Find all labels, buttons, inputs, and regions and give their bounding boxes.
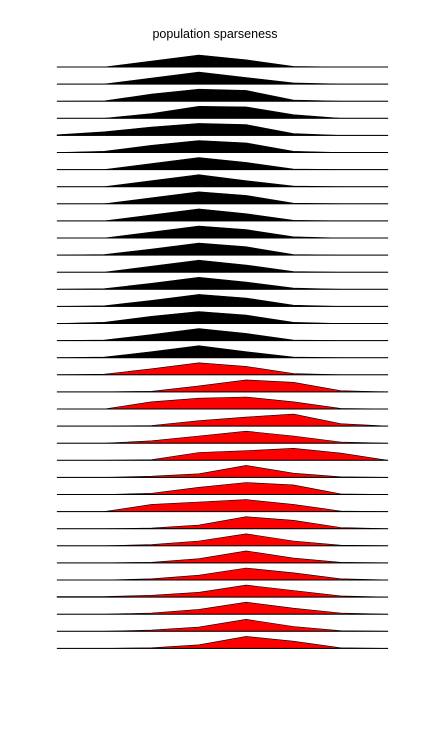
series-row-23 [56, 430, 389, 444]
series-row-32 [56, 584, 389, 598]
series-row-16 [56, 311, 389, 324]
series-area-18 [56, 345, 389, 358]
series-row-26 [56, 482, 389, 495]
series-area-12 [56, 242, 389, 256]
series-area-6 [56, 140, 389, 153]
series-row-28 [56, 516, 389, 530]
series-area-28 [56, 516, 389, 529]
series-area-30 [56, 550, 389, 564]
series-area-17 [56, 328, 389, 341]
series-area-25 [56, 465, 389, 478]
series-area-16 [56, 311, 389, 324]
series-row-22 [56, 413, 389, 427]
series-area-1 [56, 54, 389, 68]
series-row-20 [56, 379, 389, 393]
series-area-11 [56, 225, 389, 239]
series-area-24 [56, 448, 389, 461]
series-area-20 [56, 379, 389, 393]
series-area-15 [56, 294, 389, 307]
series-area-4 [56, 106, 389, 119]
series-area-7 [56, 157, 389, 170]
series-row-35 [56, 636, 389, 649]
series-row-31 [56, 567, 389, 581]
series-area-35 [56, 636, 389, 649]
series-row-8 [56, 174, 389, 188]
series-row-27 [56, 499, 389, 513]
series-row-7 [56, 157, 389, 171]
chart-title: population sparseness [152, 27, 278, 41]
series-area-5 [56, 123, 389, 136]
series-row-12 [56, 242, 389, 256]
series-area-31 [56, 567, 389, 581]
series-row-30 [56, 550, 389, 564]
series-row-15 [56, 294, 389, 307]
series-row-1 [56, 54, 389, 68]
series-row-9 [56, 191, 389, 205]
series-area-34 [56, 619, 389, 632]
series-area-33 [56, 601, 389, 615]
series-row-13 [56, 259, 389, 273]
series-row-21 [56, 396, 389, 410]
series-area-3 [56, 88, 389, 102]
series-area-10 [56, 208, 389, 222]
series-area-9 [56, 191, 389, 205]
series-row-11 [56, 225, 389, 239]
series-row-24 [56, 448, 389, 461]
series-row-18 [56, 345, 389, 359]
series-row-33 [56, 601, 389, 615]
series-row-14 [56, 277, 389, 290]
series-area-32 [56, 584, 389, 598]
series-row-10 [56, 208, 389, 222]
series-row-34 [56, 619, 389, 632]
series-area-27 [56, 499, 389, 512]
series-area-13 [56, 259, 389, 273]
series-row-5 [56, 123, 389, 136]
series-row-19 [56, 362, 389, 376]
series-row-3 [56, 88, 389, 102]
series-row-4 [56, 106, 389, 119]
series-row-29 [56, 533, 389, 547]
series-area-29 [56, 533, 389, 547]
series-area-8 [56, 174, 389, 187]
series-area-22 [56, 413, 389, 427]
series-row-17 [56, 328, 389, 342]
series-area-26 [56, 482, 389, 495]
series-area-23 [56, 430, 389, 444]
series-area-14 [56, 277, 389, 290]
series-row-2 [56, 71, 389, 85]
series-row-25 [56, 465, 389, 478]
series-row-6 [56, 140, 389, 153]
series-area-21 [56, 396, 389, 410]
series-area-19 [56, 362, 389, 376]
series-area-2 [56, 71, 389, 85]
